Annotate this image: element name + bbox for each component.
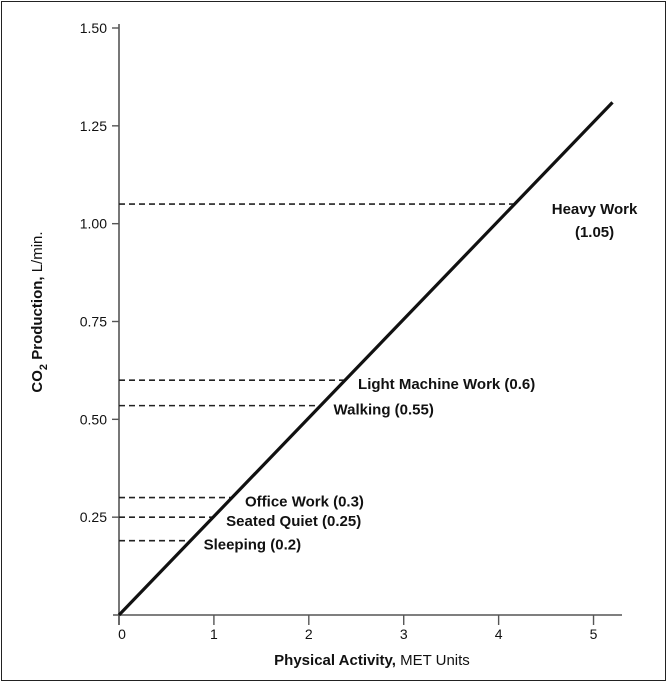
y-tick-label: 1.25	[80, 118, 107, 134]
ticks: 0 1 2 3 4 5 0.25 0.50 0.75 1.00 1.25 1.50	[80, 20, 598, 642]
x-axis-title-bold: Physical Activity,	[274, 652, 396, 669]
x-tick-label: 1	[210, 626, 218, 642]
annotation-label: Walking (0.55)	[334, 402, 434, 419]
annotation-label: Sleeping (0.2)	[204, 537, 302, 554]
annotation-label: Light Machine Work (0.6)	[358, 376, 535, 393]
guide-lines	[119, 203, 515, 542]
x-axis-title: Physical Activity, MET Units	[274, 652, 470, 669]
x-axis-title-unit: MET Units	[396, 652, 470, 669]
y-tick-label: 0.75	[80, 314, 107, 330]
x-tick-label: 5	[590, 626, 598, 642]
annotation-label: Seated Quiet (0.25)	[226, 513, 361, 530]
y-tick-label: 0.50	[80, 411, 107, 427]
x-tick-label: 4	[495, 626, 503, 642]
y-tick-label: 0.25	[80, 509, 107, 525]
y-axis-title-unit: L/min.	[29, 231, 46, 276]
y-axis-title-co: CO	[29, 370, 46, 393]
series-group	[117, 101, 614, 617]
y-tick-label: 1.50	[80, 20, 107, 36]
x-tick-label: 3	[400, 626, 408, 642]
annotation-label-value: (1.05)	[575, 224, 614, 241]
x-tick-label: 2	[305, 626, 313, 642]
annotation-label: Office Work (0.3)	[245, 494, 364, 511]
axes	[113, 24, 622, 625]
annotation-labels: Heavy Work (1.05) Light Machine Work (0.6)…	[204, 201, 638, 554]
y-axis-title: CO2 Production, L/min.	[29, 231, 50, 392]
co2-production-line	[117, 101, 614, 617]
x-tick-label: 0	[118, 626, 126, 642]
annotation-label: Heavy Work	[552, 201, 638, 218]
y-axis-title-subscript: 2	[38, 364, 50, 370]
y-tick-label: 1.00	[80, 216, 107, 232]
y-axis-title-production: Production,	[29, 276, 46, 364]
